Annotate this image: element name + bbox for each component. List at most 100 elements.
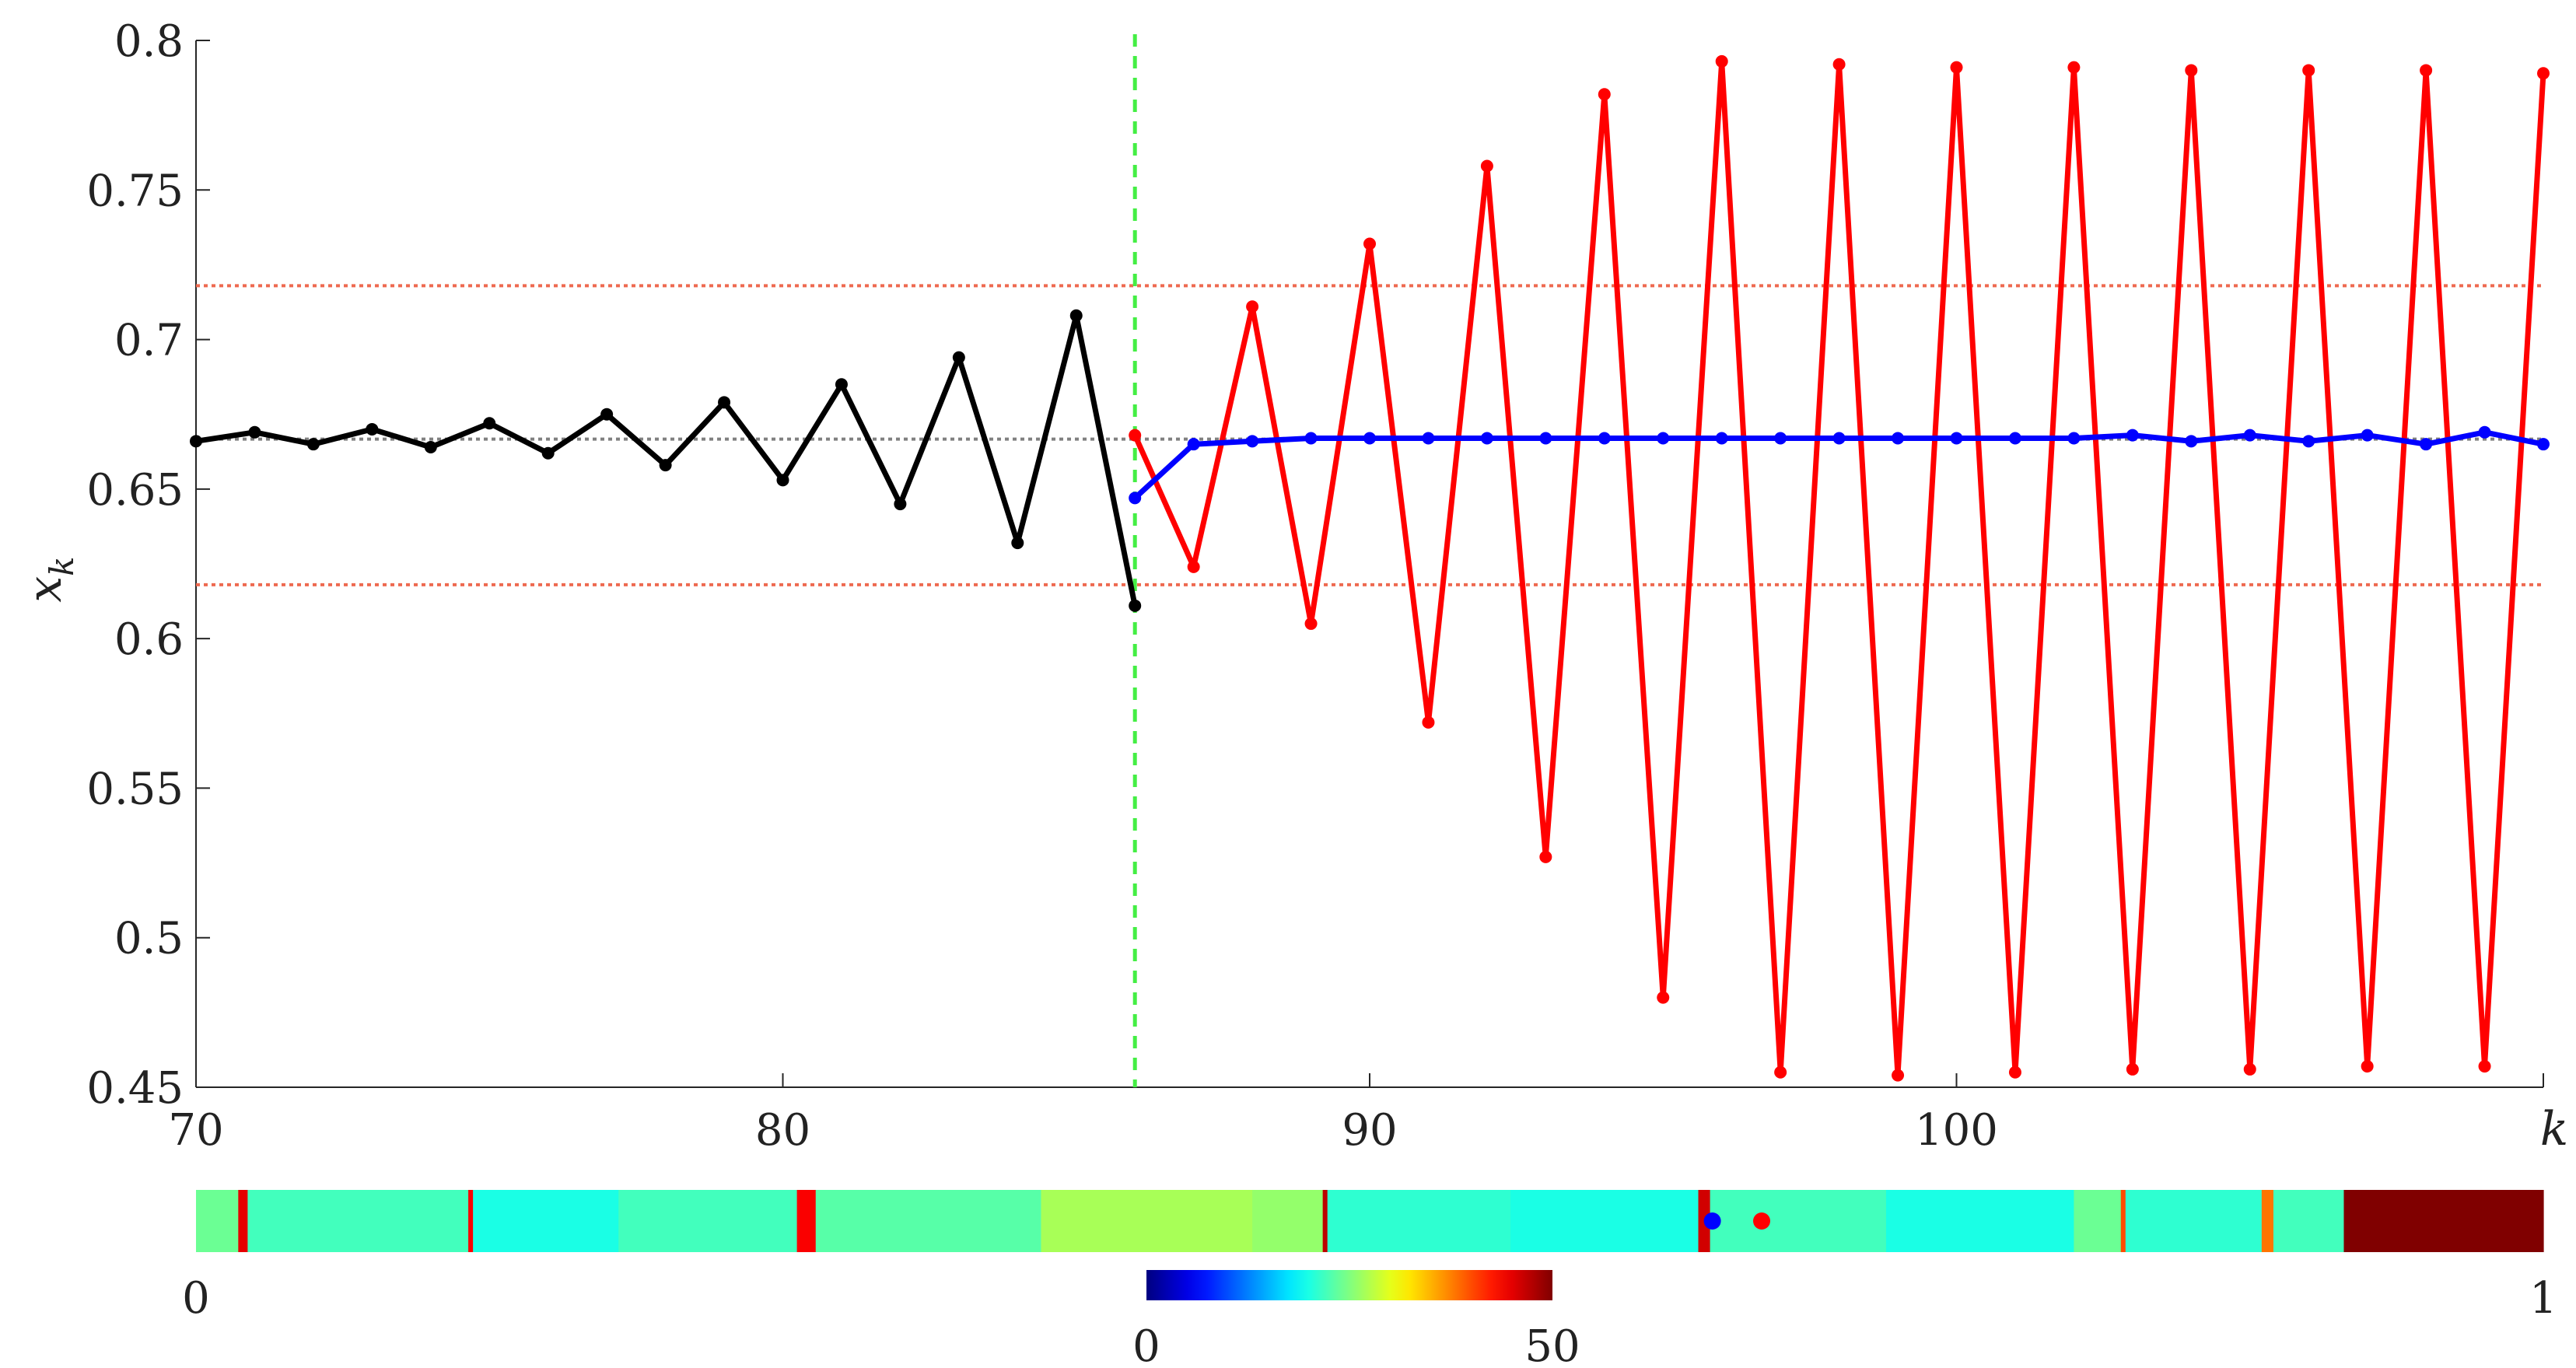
data-point (1187, 438, 1200, 451)
y-tick-label: 0.65 (86, 465, 184, 516)
data-point (1657, 432, 1670, 445)
x-tick-label: 100 (1915, 1105, 1998, 1156)
heatmap-segment (1885, 1190, 2074, 1252)
reference-lines (196, 34, 2543, 1087)
x-tick-label: 90 (1342, 1105, 1397, 1156)
data-point (1832, 432, 1846, 445)
y-tick-label: 0.5 (114, 914, 184, 964)
data-point (2420, 64, 2433, 77)
data-point (190, 435, 202, 448)
data-point (2126, 429, 2139, 442)
data-point (2067, 61, 2081, 74)
data-point (2008, 1065, 2021, 1079)
heatmap-segment (2273, 1190, 2345, 1252)
data-point (1246, 300, 1259, 313)
data-point (1539, 432, 1552, 445)
data-point (366, 422, 379, 436)
data-point (1657, 991, 1670, 1004)
data-point (1363, 432, 1376, 445)
data-point (541, 446, 555, 460)
x-axis-label: k (2540, 1102, 2568, 1156)
tick-labels: 0.45 0.5 0.55 0.6 0.65 0.7 0.75 0.8 70 80 90 100 k xk (18, 16, 2568, 1156)
heatmap-marker (1753, 1212, 1771, 1230)
heatmap-segment (2343, 1190, 2544, 1252)
heatmap-tick-label: 1 (2529, 1273, 2557, 1324)
data-point (1129, 599, 1142, 612)
data-point (1246, 435, 1259, 448)
data-point (2537, 67, 2550, 80)
heatmap-segment (2125, 1190, 2263, 1252)
data-point (2185, 64, 2198, 77)
data-point (1715, 54, 1728, 68)
series-1 (190, 309, 1142, 612)
y-axis-label: xk (18, 556, 81, 602)
data-point (659, 459, 672, 472)
data-point (1011, 537, 1024, 550)
heatmap-segment (247, 1190, 469, 1252)
data-point (2008, 432, 2021, 445)
data-point (835, 378, 848, 391)
data-point (952, 351, 965, 364)
data-point (2478, 425, 2491, 439)
heatmap-segment (1041, 1190, 1253, 1252)
data-point (1892, 432, 1905, 445)
heatmap-segment (1322, 1190, 1328, 1252)
heatmap-segment (796, 1190, 817, 1252)
data-point (306, 438, 320, 451)
data-point (1363, 237, 1376, 250)
data-point (1774, 1065, 1787, 1079)
y-tick-label: 0.45 (86, 1063, 184, 1114)
data-point (2067, 432, 2081, 445)
data-point (2302, 64, 2315, 77)
data-point (2478, 1060, 2491, 1073)
data-point (1480, 159, 1493, 173)
y-tick-label: 0.7 (114, 316, 184, 366)
heatmap-marker (1703, 1212, 1721, 1230)
heatmap-segment (815, 1190, 1042, 1252)
data-point (1950, 432, 1963, 445)
data-point (483, 417, 496, 430)
data-point (1422, 432, 1435, 445)
data-point (718, 396, 731, 409)
heatmap-segment (2120, 1190, 2126, 1252)
data-point (2420, 438, 2433, 451)
colorbar-tick-label: 50 (1524, 1321, 1580, 1368)
data-point (1129, 429, 1142, 442)
colorbar-tick-label: 0 (1132, 1321, 1160, 1368)
heatmap-segment (1710, 1190, 1887, 1252)
heatmap-segment (2261, 1190, 2274, 1252)
heatmap-segment (1252, 1190, 1324, 1252)
heatmap-segment (1510, 1190, 1699, 1252)
data-point (600, 408, 614, 421)
data-point (1832, 58, 1846, 71)
data-point (1950, 61, 1963, 74)
y-tick-label: 0.75 (86, 166, 184, 216)
heatmap-segment (196, 1190, 239, 1252)
data-point (1598, 432, 1611, 445)
data-point (1304, 432, 1318, 445)
x-tick-label: 80 (755, 1105, 810, 1156)
data-point (2126, 1062, 2139, 1076)
data-point (1892, 1069, 1905, 1082)
data-point (2361, 1060, 2374, 1073)
data-point (1539, 850, 1552, 863)
data-point (1187, 560, 1200, 573)
data-point (2302, 435, 2315, 448)
data-point (1774, 432, 1787, 445)
data-point (2243, 1062, 2256, 1076)
y-tick-label: 0.55 (86, 764, 184, 814)
data-point (1480, 432, 1493, 445)
data-point (2537, 438, 2550, 451)
series-line (1132, 58, 2546, 1079)
data-point (2243, 429, 2256, 442)
data-point (1715, 432, 1728, 445)
heatmap-segment (473, 1190, 619, 1252)
data-point (424, 441, 437, 454)
data-point (1422, 715, 1435, 729)
data-point (1304, 617, 1318, 630)
colorbar-gradient (1146, 1270, 1552, 1300)
x-tick-label: 70 (168, 1105, 223, 1156)
